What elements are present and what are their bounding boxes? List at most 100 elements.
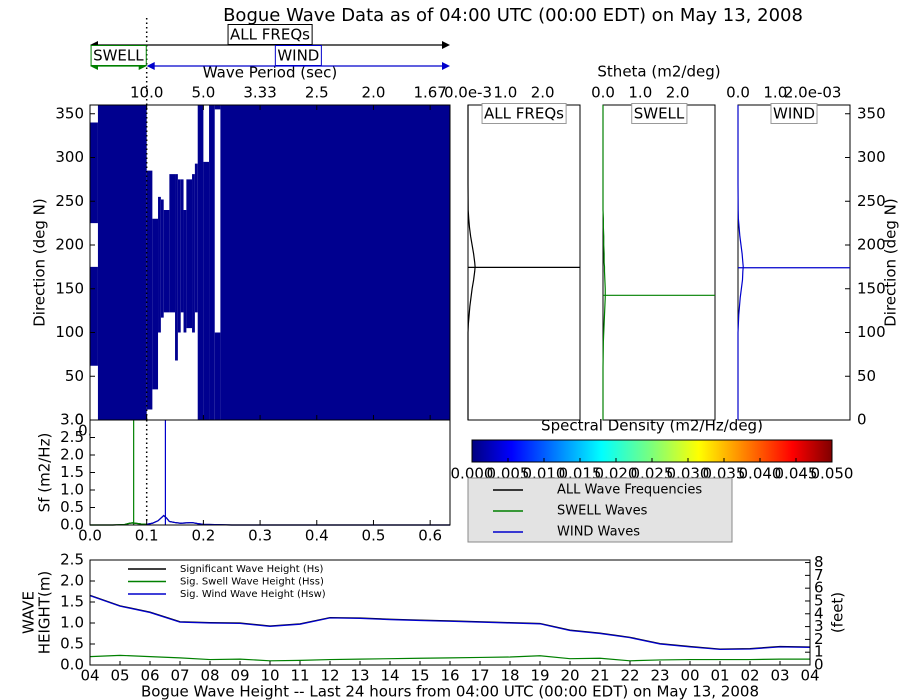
x-tick-label: 04 xyxy=(800,667,819,685)
x-tick-label: 0.5 xyxy=(362,527,386,545)
y-tick-label: 1.5 xyxy=(60,593,84,611)
range-label: WIND xyxy=(277,47,319,65)
legend-label: Sig. Wind Wave Height (Hsw) xyxy=(180,589,326,600)
y-tick-label: 300 xyxy=(55,148,84,166)
y-tick-label: 2.5 xyxy=(60,551,84,569)
plot-background xyxy=(738,105,850,420)
y-tick-label: 3.0 xyxy=(60,411,84,429)
x2-tick-label: 2.5 xyxy=(305,84,329,102)
spectrum-cell xyxy=(177,179,181,333)
spectrum-cell xyxy=(97,105,147,420)
x-axis-label: Stheta (m2/deg) xyxy=(597,63,720,81)
label-box xyxy=(274,45,322,66)
x2-tick-label: 10.0 xyxy=(130,84,163,102)
x-tick-label: 06 xyxy=(140,667,159,685)
label-box xyxy=(481,103,567,124)
spectrum-cell xyxy=(214,105,221,110)
spectrum-cell xyxy=(152,218,159,390)
legend-label: WIND Waves xyxy=(557,525,640,540)
x-tick-label: 0.0 xyxy=(591,84,615,102)
y2-tick-label: 7 xyxy=(814,566,824,584)
spectrum-cell xyxy=(90,266,98,366)
y-tick-label: 2.0 xyxy=(60,446,84,464)
legend-label: SWELL Waves xyxy=(557,504,648,519)
y-tick-label: 350 xyxy=(55,104,84,122)
x-tick-label: 1.0 xyxy=(763,84,787,102)
panel-title: ALL FREQs xyxy=(484,105,564,123)
y-tick-label: 250 xyxy=(55,192,84,210)
series-line xyxy=(89,595,811,651)
x-tick-label: 0.3 xyxy=(248,527,272,545)
y-tick-label: 100 xyxy=(857,323,886,341)
x-tick-label: 1.0 xyxy=(628,84,652,102)
x-tick-label: 09 xyxy=(230,667,249,685)
arrow-head xyxy=(146,62,155,70)
spectrum-cell xyxy=(192,174,195,333)
y-tick-label: 0 xyxy=(857,411,867,429)
y-tick-label: 2.0 xyxy=(60,572,84,590)
x-tick-label: 12 xyxy=(320,667,339,685)
spectrum-cell xyxy=(194,163,198,313)
x-tick-label: 17 xyxy=(470,667,489,685)
x-tick-label: 0.0 xyxy=(726,84,750,102)
y-tick-label: 300 xyxy=(857,148,886,166)
spectrum-cell xyxy=(183,210,187,333)
spread-line xyxy=(737,105,744,420)
colorbar-tick-label: 0.045 xyxy=(775,465,818,483)
spectrum-cell xyxy=(180,179,184,313)
y2-tick-label: 0 xyxy=(814,656,824,674)
x-tick-label: 0.0 xyxy=(78,527,102,545)
x-tick-label: 14 xyxy=(380,667,399,685)
y-tick-label: 2.5 xyxy=(60,428,84,446)
range-label: ALL FREQs xyxy=(230,26,310,44)
x-tick-label: 1.0 xyxy=(493,84,517,102)
spectrum-cell xyxy=(209,105,215,420)
y-tick-label: 50 xyxy=(65,367,84,385)
spectrum-cell xyxy=(90,122,98,224)
y-tick-label: 350 xyxy=(857,104,886,122)
y-tick-label: 0.5 xyxy=(60,635,84,653)
x-tick-label: 05 xyxy=(110,667,129,685)
x-tick-label: 0.0e-3 xyxy=(444,84,492,102)
x2-axis-label: Wave Period (sec) xyxy=(203,64,337,82)
x-tick-label: 2.0 xyxy=(531,84,555,102)
spectrum-cell xyxy=(169,174,176,313)
y-tick-label: 1.0 xyxy=(60,614,84,632)
y2-tick-label: 1 xyxy=(814,643,824,661)
y-tick-label: 0 xyxy=(74,411,84,429)
panel-title: SWELL xyxy=(634,105,685,123)
x-tick-label: 18 xyxy=(500,667,519,685)
y-axis-label: WAVE xyxy=(20,591,38,634)
x-tick-label: 01 xyxy=(710,667,729,685)
y2-tick-label: 2 xyxy=(814,630,824,648)
x-tick-label: 0.6 xyxy=(418,527,442,545)
x2-tick-label: 5.0 xyxy=(191,84,215,102)
y-tick-label: 250 xyxy=(857,192,886,210)
x2-tick-label: 2.0 xyxy=(362,84,386,102)
colorbar-tick-label: 0.040 xyxy=(739,465,782,483)
spectrum-cell xyxy=(203,161,210,420)
y2-tick-label: 3 xyxy=(814,617,824,635)
x-axis-label: Bogue Wave Height -- Last 24 hours from … xyxy=(141,683,759,700)
label-box xyxy=(770,103,818,124)
x-tick-label: 00 xyxy=(680,667,699,685)
x-tick-label: 20 xyxy=(560,667,579,685)
y-tick-label: 1.5 xyxy=(60,463,84,481)
legend-label: ALL Wave Frequencies xyxy=(557,483,702,498)
x-tick-label: 07 xyxy=(170,667,189,685)
spectrum-cell xyxy=(220,105,450,420)
x2-tick-label: 3.33 xyxy=(243,84,276,102)
x-tick-label: 03 xyxy=(770,667,789,685)
plot-background xyxy=(90,420,450,525)
x-tick-label: 08 xyxy=(200,667,219,685)
arrow-head xyxy=(442,41,450,49)
y-axis-label: Direction (deg N) xyxy=(31,198,49,327)
spectrum-cell xyxy=(146,170,153,410)
arrow-head xyxy=(442,62,450,70)
range-label: SWELL xyxy=(93,47,144,65)
figure-title: Bogue Wave Data as of 04:00 UTC (00:00 E… xyxy=(223,5,803,26)
spread-line xyxy=(602,105,606,420)
y2-tick-label: 6 xyxy=(814,579,824,597)
x-tick-label: 0.2 xyxy=(191,527,215,545)
